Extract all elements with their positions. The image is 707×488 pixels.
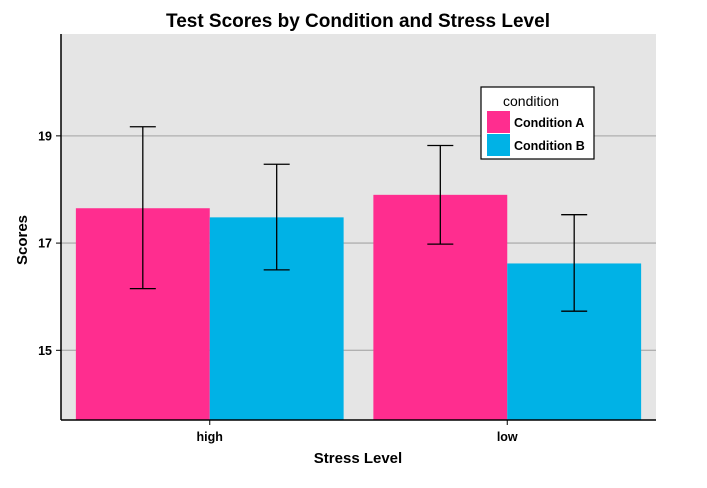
y-tick-label-19: 19 xyxy=(38,129,52,143)
error-bars xyxy=(129,126,588,312)
x-tick-label-high: high xyxy=(197,430,223,444)
x-axis-label: Stress Level xyxy=(314,450,402,467)
y-tick-label-17: 17 xyxy=(38,237,52,251)
error-bar-condition-b-low xyxy=(561,214,588,312)
legend-title: condition xyxy=(503,93,559,109)
legend-label-condition-b: Condition B xyxy=(514,139,585,153)
y-tick-label-15: 15 xyxy=(38,344,52,358)
legend-swatch-condition-b xyxy=(487,134,510,156)
legend: condition Condition A Condition B xyxy=(480,86,595,160)
axes xyxy=(60,34,656,421)
x-tick-label-low: low xyxy=(497,430,518,444)
error-bar-condition-a-high xyxy=(129,126,156,290)
tick-labels: 15 17 19 high low xyxy=(38,129,518,444)
chart-title: Test Scores by Condition and Stress Leve… xyxy=(166,11,550,32)
legend-label-condition-a: Condition A xyxy=(514,116,584,130)
legend-swatch-condition-a xyxy=(487,111,510,133)
error-bar-condition-b-high xyxy=(263,163,290,271)
error-bar-condition-a-low xyxy=(427,144,454,245)
y-axis-label: Scores xyxy=(14,215,31,265)
